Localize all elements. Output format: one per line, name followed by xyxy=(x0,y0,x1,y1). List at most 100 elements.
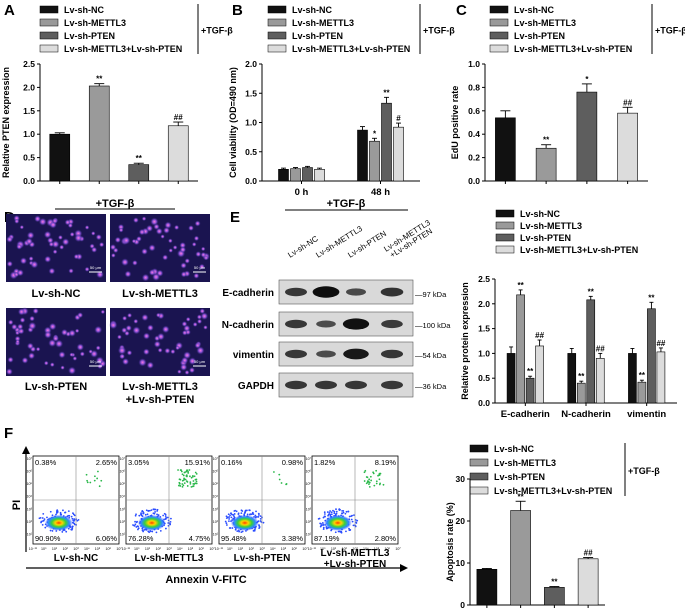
chart-c-edu-rate: Lv-sh-NC Lv-sh-METTL3 Lv-sh-PTEN Lv-sh-METT… xyxy=(450,4,685,186)
flow-event xyxy=(191,485,194,488)
flow-event xyxy=(285,483,288,485)
flow-x-tick: 10³ xyxy=(73,547,79,551)
legend-swatch xyxy=(495,221,515,230)
cell-nucleus xyxy=(175,345,180,351)
y-tick-label: 0.4 xyxy=(468,129,480,139)
flow-event xyxy=(245,509,248,512)
cell-nucleus xyxy=(117,346,127,355)
flow-event xyxy=(323,511,326,514)
panel-letter-e: E xyxy=(230,209,240,226)
cell-nucleus xyxy=(68,329,76,337)
lane-label-nc: Lv-sh-NC xyxy=(286,234,320,260)
flow-event xyxy=(156,513,158,516)
bar-48-h-0 xyxy=(357,129,368,182)
legend-swatch xyxy=(495,209,515,218)
cell-nucleus xyxy=(69,231,75,237)
flow-y-tick: 10² xyxy=(213,520,219,524)
cell-nucleus xyxy=(29,315,35,322)
flow-event xyxy=(342,511,345,514)
significance-mark: ** xyxy=(527,367,534,376)
flow-event xyxy=(375,480,378,483)
y-tick-label: 20 xyxy=(456,516,466,526)
cell-nucleus xyxy=(44,330,52,339)
cell-nucleus xyxy=(14,218,20,224)
scale-bar-label: 50 μm xyxy=(194,265,206,270)
flow-event xyxy=(351,520,354,523)
flow-x-tick: 10⁰ xyxy=(227,547,233,551)
flow-event xyxy=(89,481,92,484)
bar-0 xyxy=(495,117,516,182)
cell-nucleus xyxy=(193,272,200,279)
blot-band xyxy=(346,288,366,296)
cell-nucleus xyxy=(153,340,161,348)
quadrant-lr: 3.38% xyxy=(282,534,304,543)
legend-swatch xyxy=(267,44,287,53)
quadrant-ur: 15.91% xyxy=(185,458,211,467)
bar-n-cadherin-1 xyxy=(576,382,586,404)
flow-event xyxy=(178,482,181,485)
flow-x-tick: 10¹ xyxy=(145,547,151,551)
x-tick-label: 0 h xyxy=(295,187,309,198)
flow-event xyxy=(86,481,89,484)
flow-event xyxy=(335,508,337,511)
cell-nucleus xyxy=(74,233,83,243)
cell-nucleus xyxy=(79,351,85,357)
flow-plot-mettl3: 3.05% 15.91% 76.28% 4.75% 10⁻¹⁰ 10⁰ 10¹ 10² 10³ 1… xyxy=(119,455,215,551)
chart-e-protein-expression: Lv-sh-NC Lv-sh-METTL3 Lv-sh-PTEN Lv-sh-METT… xyxy=(460,209,677,420)
cell-nucleus xyxy=(142,332,151,340)
flow-event xyxy=(228,520,230,523)
flow-event xyxy=(363,480,366,482)
flow-event xyxy=(329,513,332,516)
flow-event xyxy=(382,483,385,486)
cell-nucleus xyxy=(119,353,125,360)
blot-band xyxy=(342,318,370,330)
flow-event xyxy=(185,475,188,477)
flow-event xyxy=(378,478,381,481)
cell-nucleus xyxy=(180,271,187,278)
flow-plot-nc: 0.38% 2.65% 90.90% 6.06% 10⁻¹⁰ 10⁰ 10¹ 10² 10³ 10… xyxy=(26,455,122,551)
flow-event xyxy=(51,530,54,532)
cell-nucleus xyxy=(90,231,96,236)
legend-label: Lv-sh-NC xyxy=(514,5,554,15)
cell-nucleus xyxy=(196,318,203,324)
flow-event xyxy=(278,478,281,481)
flow-event xyxy=(322,528,325,531)
flow-y-tick: 10⁷ xyxy=(213,457,219,461)
cell-nucleus xyxy=(30,260,39,269)
legend-label: Lv-sh-METTL3+Lv-sh-PTEN xyxy=(64,44,182,54)
cell-nucleus xyxy=(194,220,201,227)
flow-event xyxy=(195,482,198,485)
flow-event xyxy=(56,509,59,512)
cell-nucleus xyxy=(153,223,160,230)
flow-event xyxy=(341,512,343,515)
flow-y-tick: 10⁴ xyxy=(305,495,311,499)
bar-2 xyxy=(544,587,565,606)
flow-event xyxy=(323,513,326,515)
bar-n-cadherin-0 xyxy=(567,353,577,404)
legend-label: Lv-sh-METTL3 xyxy=(292,18,354,28)
cell-nucleus xyxy=(17,308,26,316)
flow-event xyxy=(330,511,333,514)
cell-nucleus xyxy=(162,254,169,261)
flow-event xyxy=(148,509,151,512)
panel-d-treatment: +TGF-β xyxy=(96,198,135,210)
flow-x-tick: 10¹ xyxy=(52,547,58,551)
panel-letter-f: F xyxy=(4,425,13,442)
bar-1 xyxy=(88,85,110,182)
significance-mark: # xyxy=(396,114,401,123)
flow-event xyxy=(326,511,329,513)
flow-event xyxy=(246,513,249,516)
kda-vimentin: —54 kDa xyxy=(415,351,447,360)
cell-nucleus xyxy=(167,238,173,244)
flow-event xyxy=(136,520,138,523)
micrograph-label-pten: Lv-sh-PTEN xyxy=(25,381,87,393)
y-tick-label: 2.5 xyxy=(23,59,35,69)
flow-event xyxy=(372,471,375,474)
flow-event xyxy=(192,475,194,478)
flow-event xyxy=(145,509,148,512)
cell-nucleus xyxy=(84,225,90,230)
flow-sample-label-combo-1: Lv-sh-METTL3 xyxy=(321,548,390,559)
cell-nucleus xyxy=(52,249,58,255)
cell-nucleus xyxy=(114,236,121,244)
flow-y-tick: 10¹ xyxy=(27,532,33,536)
